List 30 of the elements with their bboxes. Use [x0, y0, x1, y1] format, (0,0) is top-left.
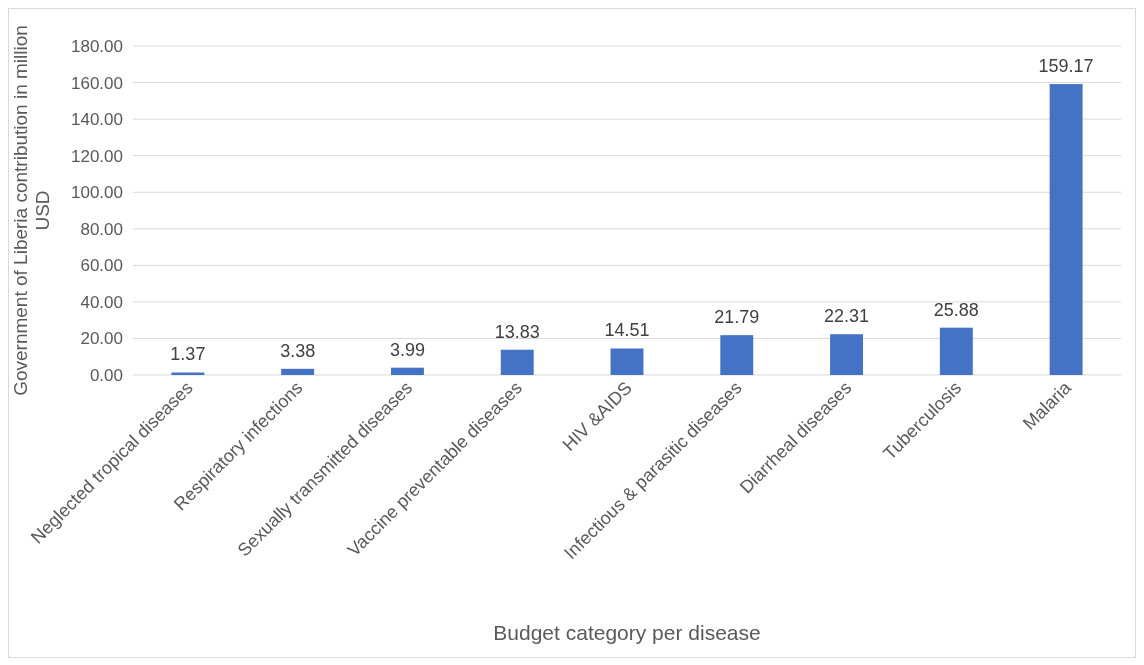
data-label: 13.83 — [494, 321, 540, 342]
y-tick-label: 120.00 — [71, 146, 123, 166]
y-tick-label: 20.00 — [80, 329, 123, 349]
bar — [281, 368, 315, 375]
bar — [500, 349, 534, 375]
bar — [610, 348, 644, 375]
y-tick-label: 40.00 — [80, 292, 123, 312]
bar — [1049, 84, 1083, 375]
bar — [720, 335, 754, 375]
y-tick-label: 60.00 — [80, 256, 123, 276]
y-tick-label: 180.00 — [71, 36, 123, 56]
data-label: 159.17 — [1038, 56, 1094, 77]
data-label: 25.88 — [933, 299, 979, 320]
data-label: 1.37 — [170, 344, 206, 365]
data-label: 22.31 — [824, 306, 870, 327]
y-tick-label: 160.00 — [71, 73, 123, 93]
y-tick-label: 100.00 — [71, 183, 123, 203]
data-label: 14.51 — [604, 320, 650, 341]
y-tick-label: 140.00 — [71, 110, 123, 130]
bar — [830, 334, 864, 375]
data-label: 3.38 — [280, 340, 316, 361]
y-tick-label: 80.00 — [80, 219, 123, 239]
y-axis-title: Government of Liberia contribution in million USD — [9, 25, 54, 396]
bar — [390, 367, 424, 375]
data-label: 3.99 — [389, 339, 425, 360]
x-axis-title: Budget category per disease — [493, 621, 761, 644]
data-label: 21.79 — [714, 307, 760, 328]
bar — [939, 327, 973, 375]
bar — [171, 372, 205, 375]
y-tick-label: 0.00 — [89, 365, 123, 385]
